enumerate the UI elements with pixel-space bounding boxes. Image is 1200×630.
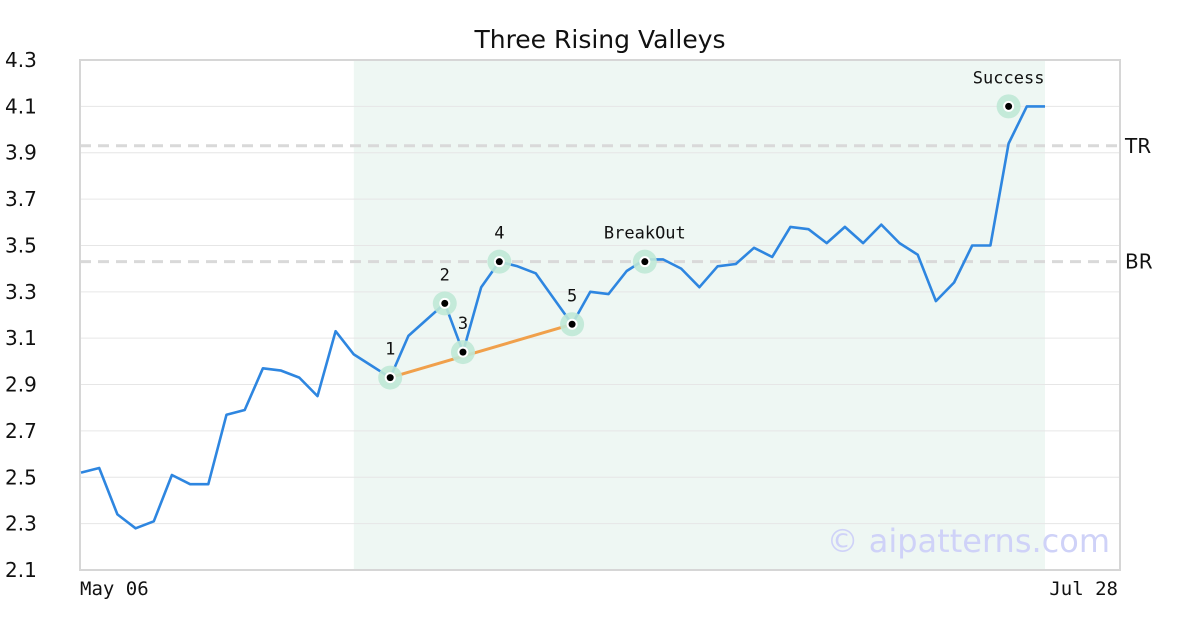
- y-tick-label: 2.1: [5, 558, 37, 582]
- point-label: 3: [458, 314, 468, 334]
- marker-dot: [568, 320, 576, 328]
- y-tick-label: 2.5: [5, 465, 37, 489]
- trendline-group: [388, 322, 574, 380]
- point-label: 1: [385, 340, 395, 360]
- x-axis: May 06 Jul 28: [80, 578, 1118, 600]
- y-axis: 2.1 2.3 2.5 2.7 2.9 3.1 3.3 3.5 3.7 3.9 4.1 4.3: [5, 48, 37, 582]
- y-tick-label: 3.7: [5, 187, 37, 211]
- y-tick-label: 3.3: [5, 280, 37, 304]
- level-lines: TR BR: [80, 134, 1153, 274]
- y-tick-label: 2.3: [5, 512, 37, 536]
- level-label: TR: [1124, 134, 1151, 158]
- plot-border: [79, 59, 1121, 571]
- level-label: BR: [1125, 250, 1153, 274]
- x-tick-label: May 06: [80, 578, 149, 600]
- series-line: [80, 105, 1045, 530]
- point-label: 2: [440, 265, 450, 285]
- chart-title: Three Rising Valleys: [473, 25, 725, 54]
- y-tick-label: 4.1: [5, 94, 37, 118]
- y-tick-label: 2.9: [5, 373, 37, 397]
- trendline: [388, 322, 574, 380]
- y-tick-label: 2.7: [5, 419, 37, 443]
- y-tick-label: 4.3: [5, 48, 37, 72]
- y-tick-label: 3.5: [5, 233, 37, 257]
- gridlines: [80, 59, 1120, 571]
- marker-dot: [641, 258, 649, 266]
- marker-dot: [441, 299, 449, 307]
- point-label: 4: [494, 224, 504, 244]
- markers-group: 1 2 3 4 5 BreakOut Success: [378, 68, 1045, 390]
- plot-frame: [79, 59, 1121, 571]
- marker-dot: [386, 374, 394, 382]
- y-tick-label: 3.1: [5, 326, 37, 350]
- x-tick-label: Jul 28: [1049, 578, 1118, 600]
- point-label: 5: [567, 286, 577, 306]
- series-group: [80, 105, 1045, 530]
- point-label: Success: [973, 68, 1045, 88]
- point-label: BreakOut: [604, 224, 686, 244]
- y-tick-label: 3.9: [5, 141, 37, 165]
- marker-dot: [459, 348, 467, 356]
- watermark: © aipatterns.com: [827, 522, 1110, 560]
- marker-dot: [495, 258, 503, 266]
- marker-dot: [1005, 102, 1013, 110]
